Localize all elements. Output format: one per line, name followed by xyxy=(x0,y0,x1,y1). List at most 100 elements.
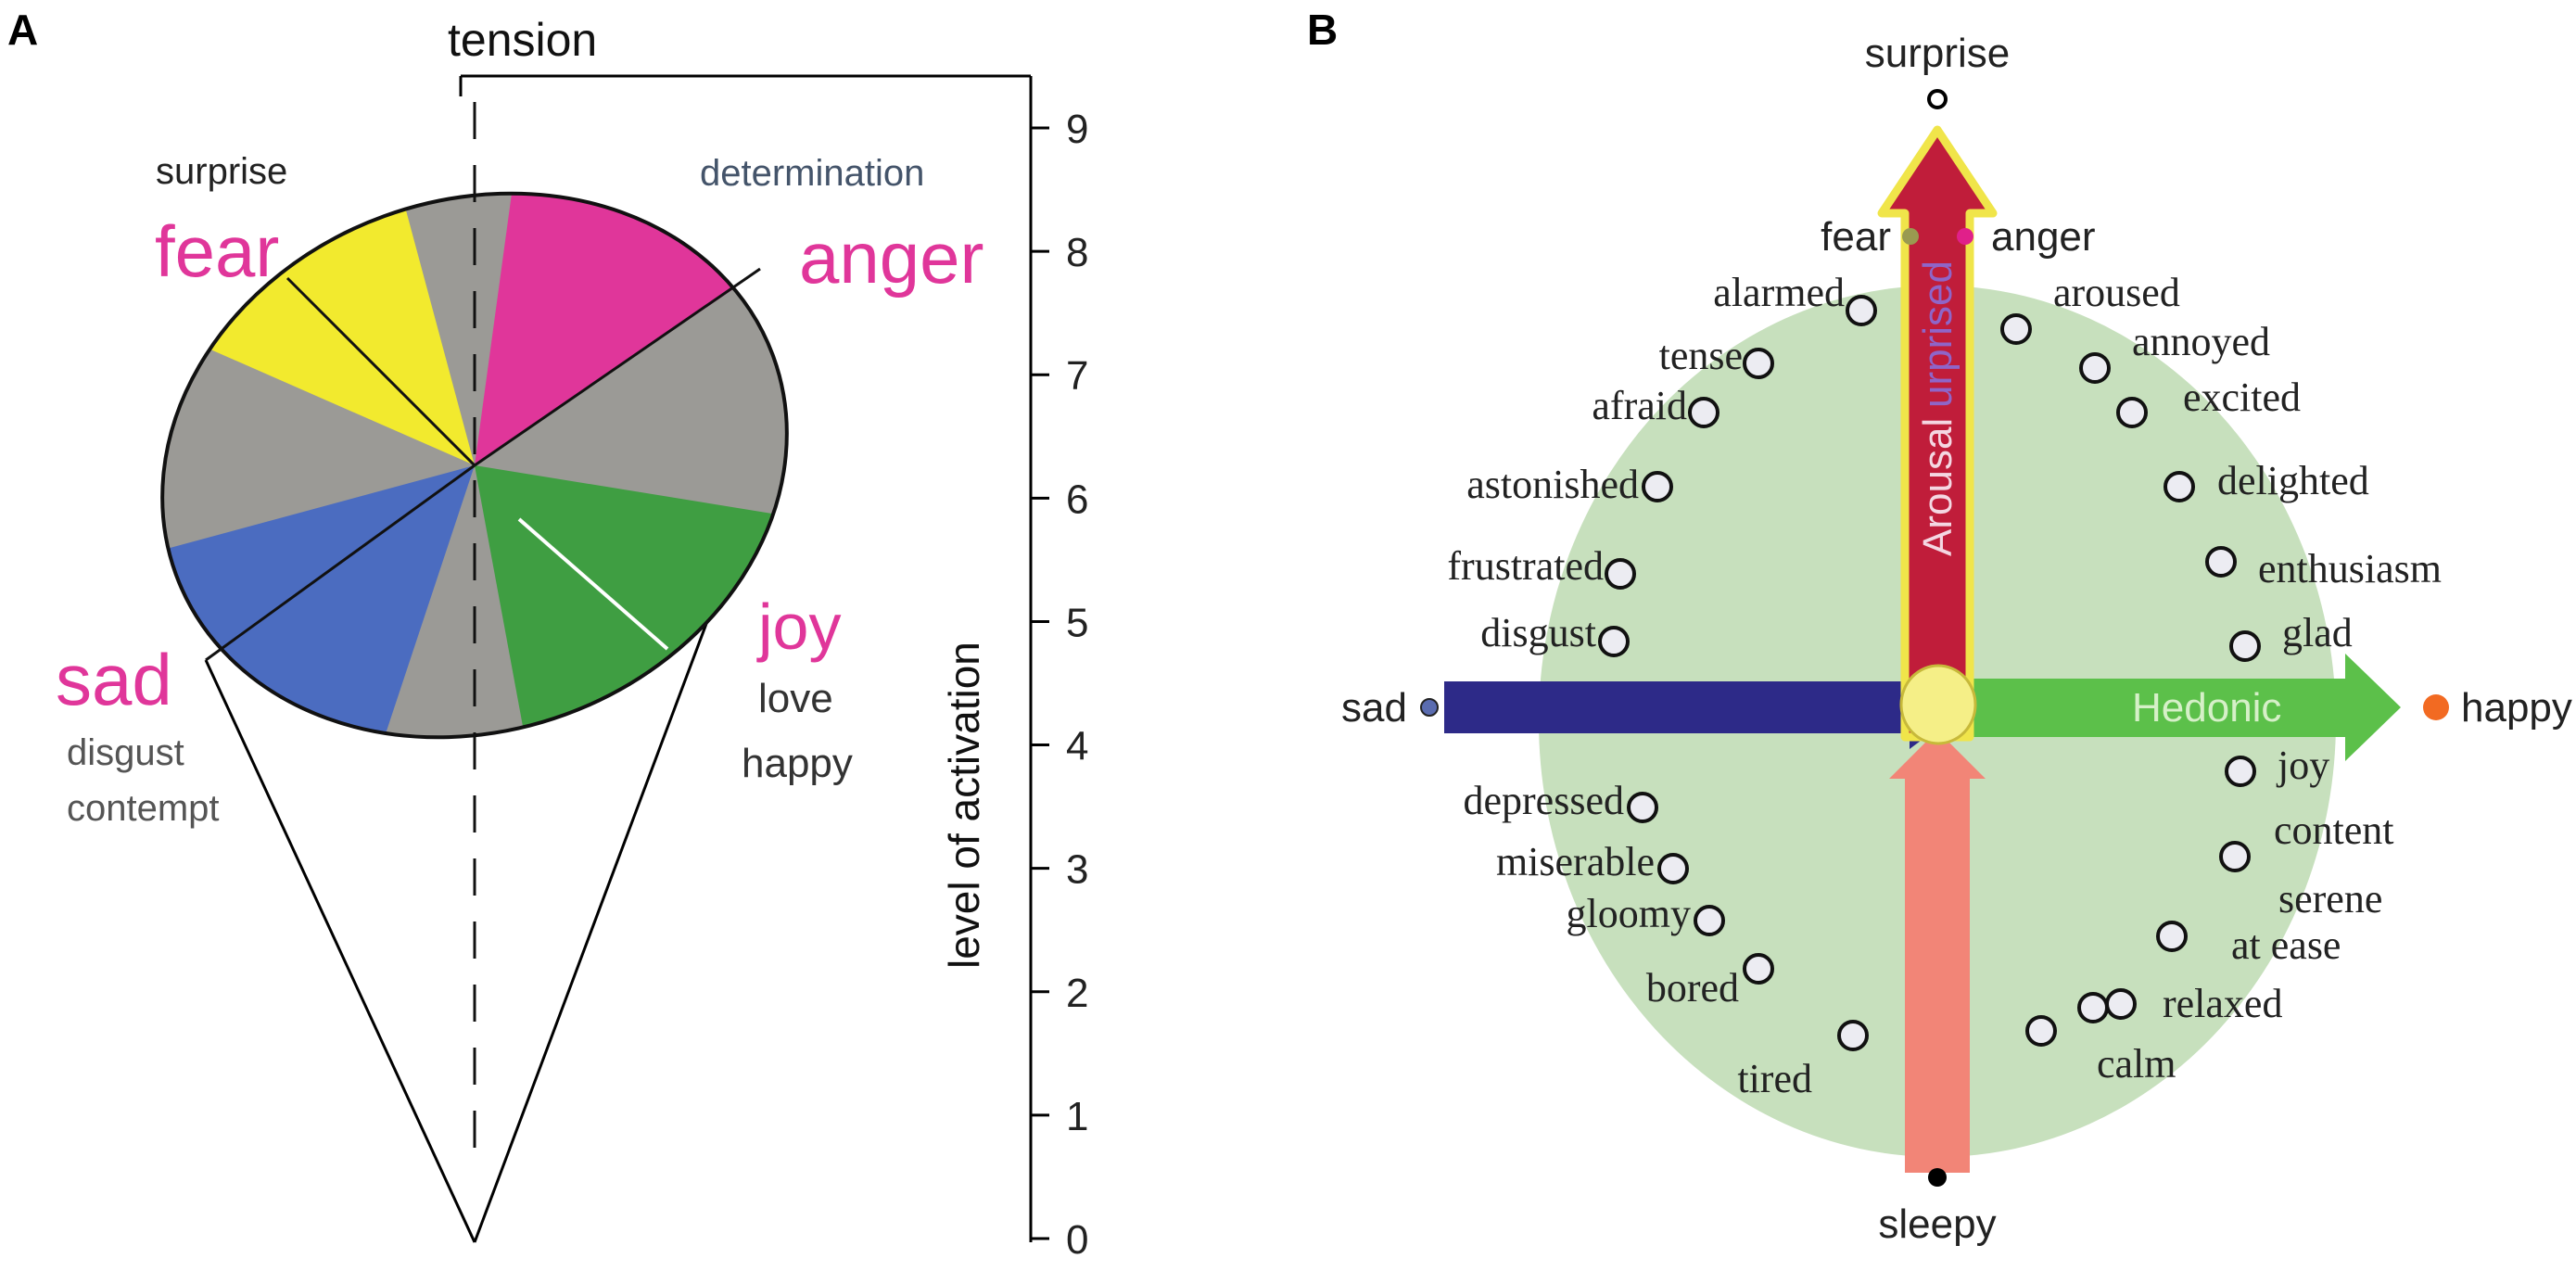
sleepy-arrow xyxy=(1889,731,1986,1173)
emotion-marker xyxy=(1694,905,1725,936)
emotion-label: delighted xyxy=(2217,458,2369,503)
emotion-marker xyxy=(1627,792,1658,823)
label-determination: determination xyxy=(700,153,924,194)
emotion-label: gloomy xyxy=(1567,891,1691,936)
emotion-marker xyxy=(2229,630,2261,662)
activation-tick-label: 3 xyxy=(1066,847,1088,893)
label-joy: joy xyxy=(756,591,841,663)
activation-tick-label: 2 xyxy=(1066,971,1088,1016)
activation-tick-label: 6 xyxy=(1066,477,1088,522)
emotion-label: miserable xyxy=(1496,839,1655,884)
emotion-label: bored xyxy=(1646,965,1739,1010)
emotion-label: depressed xyxy=(1464,778,1625,823)
label-disgust: disgust xyxy=(67,732,184,773)
emotion-marker xyxy=(1846,295,1877,326)
label-surprise: surprise xyxy=(156,151,287,192)
sad-arrow xyxy=(1444,666,1965,749)
emotion-markers-left: alarmed tense afraid astonished frustrated di… xyxy=(1447,270,1877,1101)
cone-line-left xyxy=(204,659,476,1243)
arousal-arrow xyxy=(1877,125,1998,742)
panel-b-letter: B xyxy=(1307,6,1338,54)
activation-tick-label: 1 xyxy=(1066,1094,1088,1139)
emotion-marker xyxy=(1837,1020,1869,1051)
emotion-label: serene xyxy=(2278,876,2382,921)
emotion-label: glad xyxy=(2282,610,2353,655)
emotion-label: joy xyxy=(2276,743,2329,788)
label-anger-near: anger xyxy=(1991,214,2096,260)
activation-axis: level of activation 0 1 2 3 4 5 6 7 8 9 xyxy=(940,76,1088,1263)
label-sad-pole: sad xyxy=(1341,685,1407,731)
emotion-label: tired xyxy=(1737,1056,1812,1101)
emotion-marker xyxy=(1642,471,1673,502)
emotion-marker xyxy=(2025,1015,2057,1047)
hedonic-arrow xyxy=(1961,654,2401,761)
cone-line-right xyxy=(473,553,734,1243)
sad-divider xyxy=(205,464,476,662)
panel-a: A tension surprise fear determination an… xyxy=(7,6,1088,1263)
emotion-label: excited xyxy=(2183,375,2301,420)
emotion-label: alarmed xyxy=(1713,270,1845,315)
center-neutral-disk xyxy=(1899,664,1977,745)
emotion-marker xyxy=(1743,348,1774,379)
emotion-marker xyxy=(2225,756,2256,787)
joy-divider xyxy=(517,517,669,651)
emotion-label: aroused xyxy=(2053,270,2180,315)
anger-divider xyxy=(474,267,761,467)
emotion-label: afraid xyxy=(1592,383,1687,428)
label-contempt: contempt xyxy=(67,788,220,829)
emotion-marker xyxy=(1688,397,1719,428)
emotion-label: calm xyxy=(2097,1041,2176,1087)
label-happy: happy xyxy=(742,741,853,786)
emotion-marker xyxy=(2105,988,2137,1020)
surprised-overlay-label: urprised xyxy=(1915,261,1961,408)
anger-dot xyxy=(1957,228,1973,245)
sad-dot xyxy=(1420,698,1439,717)
panel-b: B Arousal urprised Hedonic surprise slee… xyxy=(1298,0,2576,1266)
panel-a-letter: A xyxy=(7,6,38,54)
activation-tick-label: 0 xyxy=(1066,1217,1088,1263)
emotion-marker xyxy=(2164,471,2195,502)
label-fear: fear xyxy=(155,210,279,292)
label-fear-near: fear xyxy=(1821,214,1891,260)
fear-divider xyxy=(286,276,476,467)
sleepy-dot xyxy=(1928,1168,1947,1187)
activation-tick-label: 5 xyxy=(1066,600,1088,645)
activation-tick-label: 7 xyxy=(1066,353,1088,399)
arousal-label: Arousal xyxy=(1915,418,1961,556)
label-surprise-pole: surprise xyxy=(1865,31,2011,76)
emotion-marker xyxy=(2077,992,2109,1023)
tension-label: tension xyxy=(448,14,597,66)
label-happy-pole: happy xyxy=(2461,685,2572,731)
activation-tick-label: 4 xyxy=(1066,724,1088,769)
emotion-label: enthusiasm xyxy=(2258,546,2442,591)
label-sad: sad xyxy=(56,639,172,720)
hedonic-label: Hedonic xyxy=(2132,685,2281,731)
emotion-label: annoyed xyxy=(2132,319,2270,364)
emotion-marker xyxy=(2079,352,2111,384)
emotion-ellipse xyxy=(84,107,865,824)
emotion-marker xyxy=(2156,921,2188,952)
ellipse-outline xyxy=(160,191,789,740)
emotion-label: astonished xyxy=(1466,462,1639,507)
emotion-marker xyxy=(2219,841,2251,872)
emotion-label: frustrated xyxy=(1447,543,1604,589)
activation-tick-label: 9 xyxy=(1066,107,1088,152)
emotion-label: tense xyxy=(1659,333,1743,378)
emotion-marker xyxy=(1605,558,1636,590)
label-anger: anger xyxy=(799,217,984,299)
emotion-label: content xyxy=(2274,807,2394,853)
emotion-marker xyxy=(2205,546,2237,578)
emotion-marker xyxy=(2116,397,2148,428)
activation-axis-label: level of activation xyxy=(940,642,988,969)
surprise-dot xyxy=(1927,89,1948,109)
emotion-marker xyxy=(1743,953,1774,985)
emotion-marker xyxy=(2000,313,2032,345)
emotion-marker xyxy=(1657,853,1689,884)
label-sleepy-pole: sleepy xyxy=(1878,1201,1996,1247)
fear-dot xyxy=(1902,228,1919,245)
emotion-marker xyxy=(1598,626,1630,657)
activation-tick-label: 8 xyxy=(1066,230,1088,275)
emotion-label: disgust xyxy=(1480,610,1596,655)
label-love: love xyxy=(758,676,833,721)
